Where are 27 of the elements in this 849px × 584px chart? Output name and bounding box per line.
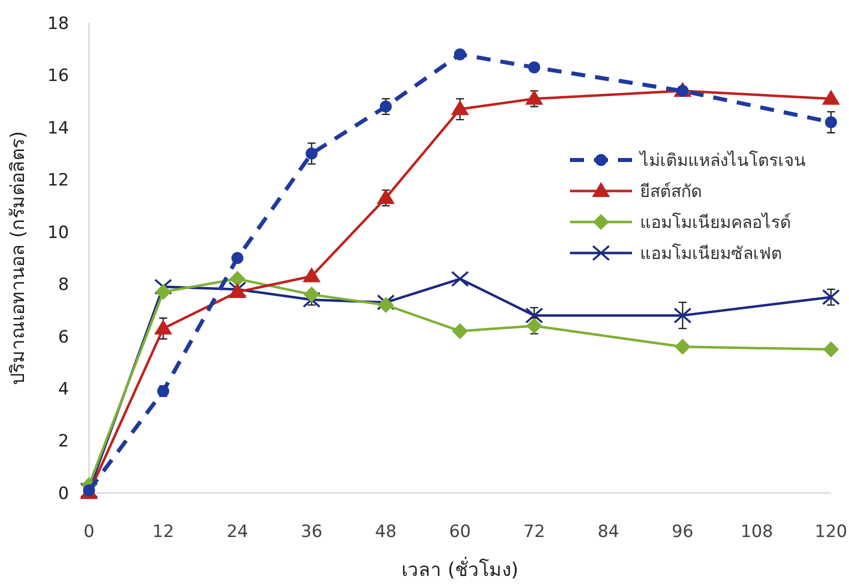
x-tick-label: 84 bbox=[598, 522, 620, 542]
y-tick-label: 14 bbox=[47, 118, 69, 138]
legend-label: แอมโมเนียมคลอไรด์ bbox=[640, 212, 791, 233]
legend-label: ไม่เติมแหล่งไนโตรเจน bbox=[638, 150, 806, 171]
y-tick-label: 12 bbox=[47, 170, 69, 191]
x-tick-label: 120 bbox=[814, 522, 848, 542]
y-axis-title: ปริมาณเอทานอล (กรัมต่อลิตร) bbox=[7, 131, 29, 385]
x-tick-label: 108 bbox=[740, 522, 774, 542]
y-tick-label: 2 bbox=[58, 432, 69, 452]
x-axis-title: เวลา (ชั่วโมง) bbox=[402, 556, 518, 581]
y-tick-label: 10 bbox=[47, 222, 69, 243]
legend-label: ยีสต์สกัด bbox=[640, 182, 702, 202]
y-tick-label: 4 bbox=[58, 380, 69, 400]
y-tick-label: 6 bbox=[58, 327, 69, 348]
x-tick-label: 96 bbox=[672, 522, 694, 542]
x-tick-label: 0 bbox=[84, 522, 94, 542]
y-tick-label: 8 bbox=[58, 275, 69, 296]
x-tick-label: 48 bbox=[374, 522, 397, 542]
x-tick-label: 36 bbox=[300, 522, 322, 542]
x-tick-label: 12 bbox=[152, 522, 174, 542]
y-tick-label: 0 bbox=[58, 484, 69, 504]
legend-label: แอมโมเนียมซัลเฟต bbox=[640, 242, 782, 264]
y-tick-label: 16 bbox=[47, 66, 69, 86]
x-tick-label: 24 bbox=[226, 522, 248, 542]
y-tick-label: 18 bbox=[47, 14, 69, 34]
x-tick-label: 60 bbox=[449, 522, 471, 542]
x-tick-label: 72 bbox=[523, 522, 546, 542]
